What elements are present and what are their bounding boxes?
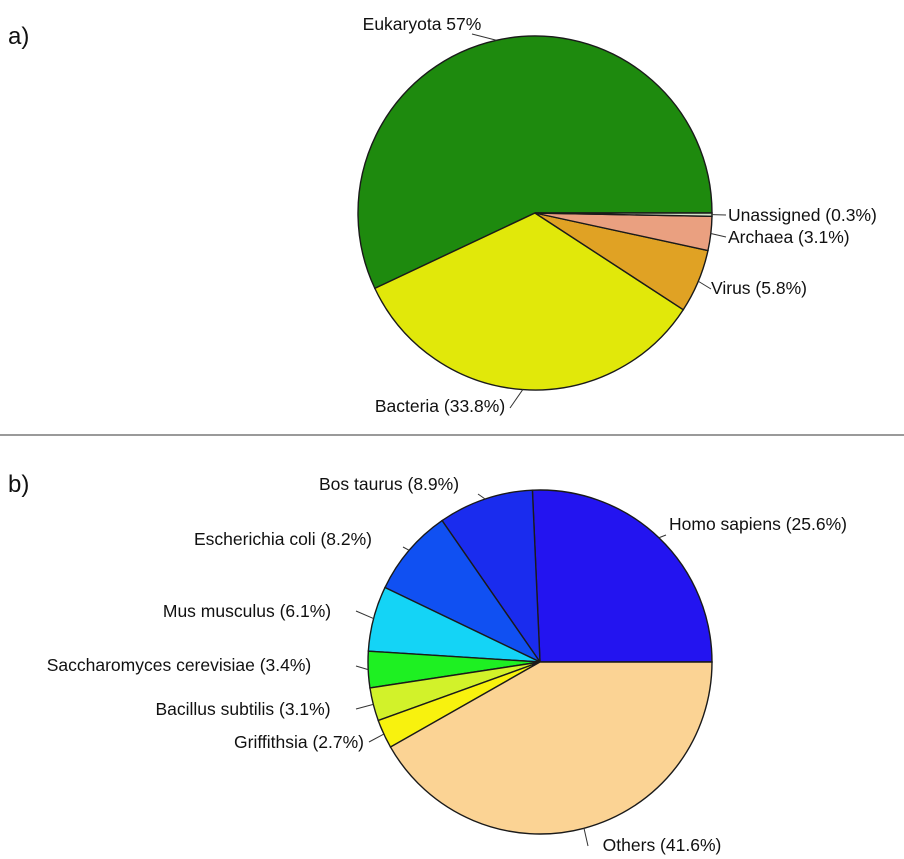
pie-a-virus-label: Virus (5.8%) <box>711 278 807 298</box>
pie-b-saccharomyces-cerevisiae-leader-line <box>355 665 369 671</box>
pie-b-mus-musculus-leader-line <box>355 610 374 619</box>
pie-b-bacillus-subtilis-leader-line <box>355 703 374 710</box>
pie-a-slices <box>357 35 713 391</box>
pie-chart-b: b) Homo sapiens (25.6%) Bos taurus (8.9%)… <box>8 471 847 855</box>
pie-a-eukaryota-label: Eukaryota 57% <box>363 14 482 34</box>
pie-b-bos-taurus-label: Bos taurus (8.9%) <box>319 474 459 494</box>
pie-b-escherichia-coli-label: Escherichia coli (8.2%) <box>194 529 372 549</box>
pie-a-labels: Eukaryota 57% Bacteria (33.8%) Virus (5.8%… <box>363 14 877 416</box>
pie-b-griffithsia-leader-line <box>368 733 385 743</box>
panel-b-label: b) <box>8 471 29 498</box>
pie-b-homo-sapiens-slice <box>531 489 713 663</box>
panel-a-label: a) <box>8 23 29 50</box>
pie-a-bacteria-slice <box>373 212 685 391</box>
pie-b-others-leader-line <box>583 828 589 847</box>
pie-a-eukaryota-leader-line <box>471 33 497 41</box>
pie-a-unassigned-label: Unassigned (0.3%) <box>728 205 877 225</box>
pie-a-bacteria-label: Bacteria (33.8%) <box>375 396 505 416</box>
pie-a-bacteria-leader-line <box>509 389 524 409</box>
pie-a-leader-lines <box>471 33 727 409</box>
pie-b-leader-lines <box>355 493 667 847</box>
pie-b-escherichia-coli-leader-line <box>402 546 410 551</box>
pie-chart-a: a) Eukaryota 57% Bacteria (33.8%) Virus (5… <box>8 14 877 416</box>
pie-b-escherichia-coli-slice <box>384 519 543 664</box>
pie-a-archaea-leader-line <box>710 233 727 238</box>
pie-b-saccharomyces-cerevisiae-label: Saccharomyces cerevisiae (3.4%) <box>47 655 312 675</box>
pie-a-archaea-label: Archaea (3.1%) <box>728 227 850 247</box>
pie-b-homo-sapiens-leader-line <box>658 534 667 539</box>
pie-b-slices <box>367 489 713 835</box>
pie-b-labels: Homo sapiens (25.6%) Bos taurus (8.9%) Esc… <box>47 474 847 855</box>
pie-b-bacillus-subtilis-label: Bacillus subtilis (3.1%) <box>155 699 330 719</box>
pie-b-mus-musculus-label: Mus musculus (6.1%) <box>163 601 331 621</box>
pie-b-homo-sapiens-label: Homo sapiens (25.6%) <box>669 514 847 534</box>
pie-a-virus-leader-line <box>698 280 712 290</box>
pie-b-others-label: Others (41.6%) <box>603 835 722 855</box>
pie-b-bos-taurus-leader-line <box>477 493 486 500</box>
pie-b-griffithsia-label: Griffithsia (2.7%) <box>234 732 364 752</box>
pie-b-bos-taurus-slice <box>441 489 541 665</box>
